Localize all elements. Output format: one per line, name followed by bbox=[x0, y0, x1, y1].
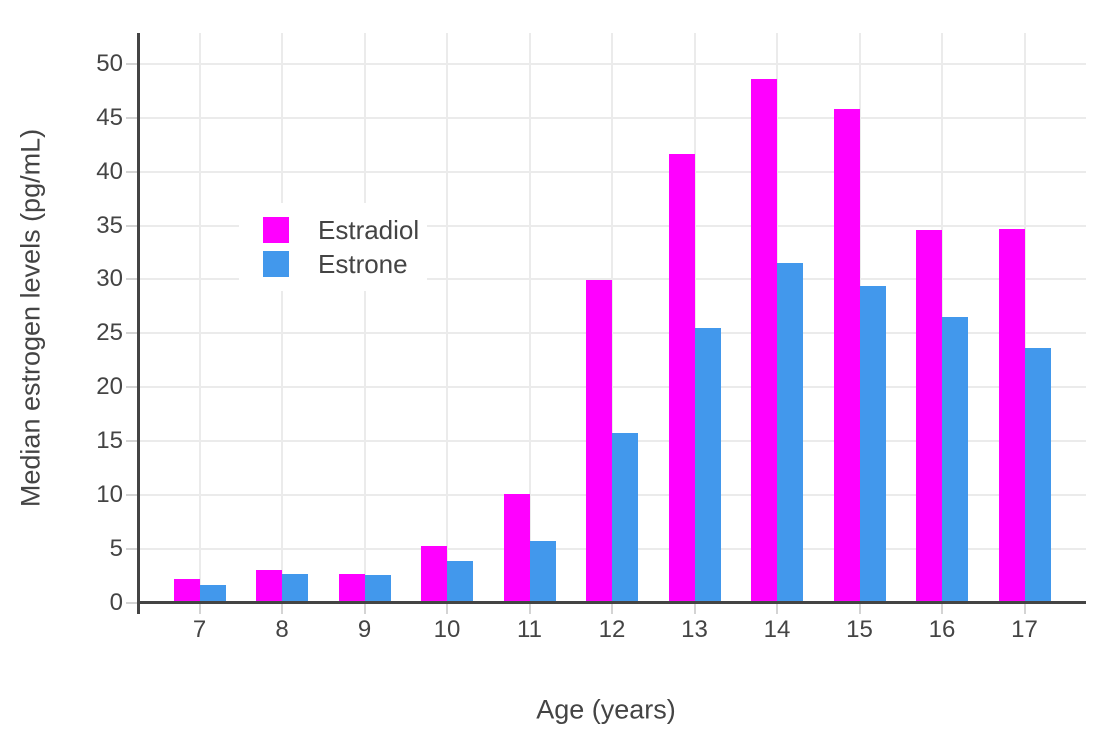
y-tick-label: 15 bbox=[96, 426, 123, 454]
x-tick-label: 9 bbox=[357, 616, 372, 643]
y-tick-label: 25 bbox=[96, 319, 123, 347]
bar-estrone-age-14 bbox=[777, 262, 803, 603]
bar-estrone-age-15 bbox=[859, 285, 886, 603]
bar-estrone-age-17 bbox=[1024, 347, 1051, 603]
bar-estradiol-age-10 bbox=[421, 545, 447, 603]
y-tick-label: 35 bbox=[96, 211, 123, 239]
x-tick bbox=[446, 604, 448, 614]
bar-estradiol-age-9 bbox=[338, 573, 365, 603]
x-tick-label: 12 bbox=[598, 616, 626, 643]
x-tick bbox=[693, 604, 696, 614]
x-axis-line bbox=[138, 601, 1086, 604]
x-gridline bbox=[611, 33, 613, 602]
x-gridline bbox=[281, 33, 283, 602]
x-tick bbox=[528, 604, 531, 614]
bar-estradiol-age-13 bbox=[668, 153, 695, 603]
x-gridline bbox=[446, 33, 448, 602]
x-tick bbox=[611, 604, 613, 614]
y-tick bbox=[126, 224, 137, 227]
x-tick bbox=[363, 604, 366, 614]
x-tick-label: 8 bbox=[275, 616, 289, 643]
bar-estradiol-age-8 bbox=[256, 569, 282, 603]
bar-estradiol-age-7 bbox=[173, 578, 200, 603]
bar-estradiol-age-15 bbox=[833, 108, 860, 603]
y-tick-label: 10 bbox=[96, 480, 123, 508]
x-tick bbox=[858, 604, 861, 614]
x-tick bbox=[1023, 604, 1026, 614]
x-gridline bbox=[528, 33, 531, 602]
x-tick bbox=[941, 604, 943, 614]
y-tick bbox=[126, 63, 137, 65]
y-tick bbox=[126, 332, 137, 335]
y-axis-title: Median estrogen levels (pg/mL) bbox=[15, 128, 46, 508]
y-tick-label: 20 bbox=[96, 373, 123, 401]
bar-estrone-age-10 bbox=[447, 560, 473, 603]
y-axis-line bbox=[137, 33, 140, 614]
x-gridline bbox=[363, 33, 366, 602]
bar-estradiol-age-12 bbox=[586, 279, 612, 603]
y-tick bbox=[126, 439, 137, 442]
y-tick bbox=[126, 278, 137, 281]
x-tick-label: 13 bbox=[681, 616, 708, 643]
y-tick-label: 30 bbox=[96, 265, 123, 293]
bar-estradiol-age-14 bbox=[751, 78, 777, 603]
x-tick bbox=[776, 604, 778, 614]
legend-label-estrone: Estrone bbox=[318, 249, 408, 279]
bar-estrone-age-11 bbox=[529, 540, 556, 603]
x-tick-label: 14 bbox=[763, 616, 791, 643]
y-tick-label: 50 bbox=[96, 50, 123, 77]
bar-estrone-age-9 bbox=[364, 574, 391, 603]
estrone-swatch-icon bbox=[263, 251, 289, 277]
x-tick-label: 7 bbox=[192, 616, 207, 643]
y-tick bbox=[126, 170, 137, 173]
x-gridline bbox=[693, 33, 696, 602]
x-tick-label: 17 bbox=[1011, 616, 1038, 643]
y-tick bbox=[126, 601, 137, 604]
y-tick-label: 0 bbox=[109, 588, 123, 616]
x-gridline bbox=[198, 33, 201, 602]
x-tick-label: 10 bbox=[433, 616, 461, 643]
y-tick bbox=[126, 386, 137, 389]
y-tick-label: 45 bbox=[96, 103, 123, 131]
x-tick-label: 11 bbox=[517, 616, 542, 643]
bar-estradiol-age-17 bbox=[998, 228, 1025, 603]
estradiol-swatch-icon bbox=[263, 217, 289, 243]
bar-estrone-age-12 bbox=[612, 432, 638, 603]
x-tick-label: 16 bbox=[928, 616, 956, 643]
legend-item-estradiol[interactable]: Estradiol bbox=[239, 213, 427, 247]
bar-estradiol-age-16 bbox=[916, 229, 942, 603]
x-tick bbox=[281, 604, 283, 614]
y-tick bbox=[126, 493, 137, 496]
x-axis-title: Age (years) bbox=[536, 694, 676, 725]
bar-estrone-age-16 bbox=[942, 316, 968, 603]
bar-estrone-age-8 bbox=[282, 573, 308, 603]
y-tick-label: 5 bbox=[109, 534, 123, 562]
y-tick bbox=[126, 116, 137, 119]
x-tick bbox=[198, 604, 201, 614]
bar-estradiol-age-11 bbox=[503, 493, 530, 603]
legend-item-estrone[interactable]: Estrone bbox=[239, 247, 427, 281]
y-tick bbox=[126, 547, 137, 550]
bar-estrone-age-13 bbox=[694, 327, 721, 603]
legend-label-estradiol: Estradiol bbox=[318, 215, 420, 245]
x-gridline bbox=[1023, 33, 1026, 602]
legend: Estradiol Estrone bbox=[239, 203, 427, 291]
bar-estrone-age-7 bbox=[199, 584, 226, 603]
y-tick-label: 40 bbox=[96, 157, 123, 185]
x-tick-label: 15 bbox=[846, 616, 873, 643]
